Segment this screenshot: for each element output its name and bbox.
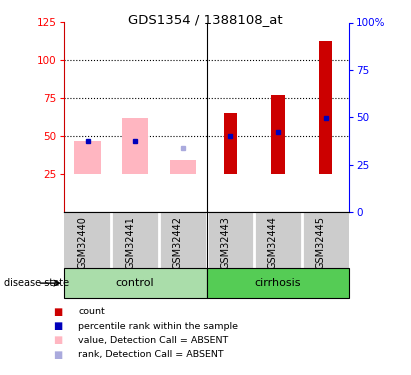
Text: disease state: disease state	[4, 278, 69, 288]
Text: cirrhosis: cirrhosis	[255, 278, 301, 288]
Text: control: control	[116, 278, 155, 288]
Text: GDS1354 / 1388108_at: GDS1354 / 1388108_at	[128, 13, 283, 26]
Text: value, Detection Call = ABSENT: value, Detection Call = ABSENT	[78, 336, 229, 345]
Text: count: count	[78, 308, 105, 316]
Text: percentile rank within the sample: percentile rank within the sample	[78, 322, 238, 331]
Bar	[122, 118, 148, 174]
Text: GSM32445: GSM32445	[316, 216, 326, 269]
Bar	[64, 268, 206, 298]
Bar	[319, 40, 332, 174]
Text: ■: ■	[53, 350, 63, 360]
Text: ■: ■	[53, 321, 63, 331]
Bar	[224, 113, 237, 174]
Text: ■: ■	[53, 336, 63, 345]
Text: rank, Detection Call = ABSENT: rank, Detection Call = ABSENT	[78, 350, 224, 359]
Text: GSM32444: GSM32444	[268, 216, 278, 269]
Bar	[206, 268, 349, 298]
Bar	[271, 95, 284, 174]
Text: GSM32441: GSM32441	[125, 216, 135, 269]
Text: GSM32443: GSM32443	[220, 216, 230, 269]
Text: ■: ■	[53, 307, 63, 317]
Text: GSM32440: GSM32440	[78, 216, 88, 269]
Bar	[170, 160, 196, 174]
Bar	[74, 141, 101, 174]
Text: GSM32442: GSM32442	[173, 216, 183, 269]
